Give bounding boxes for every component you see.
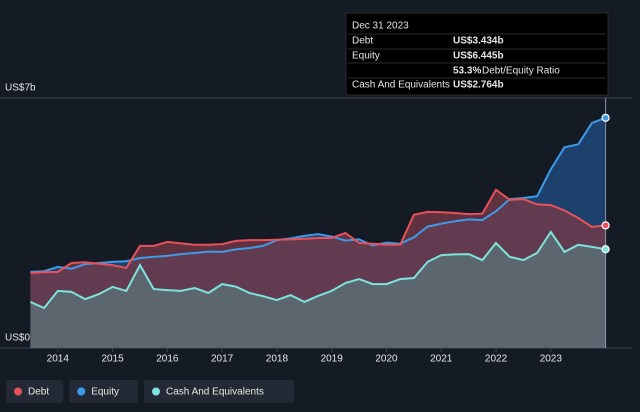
- tooltip-value: US$6.445b: [453, 51, 504, 62]
- line: [29, 230, 606, 310]
- tooltip-label: Cash And Equivalents: [352, 80, 450, 91]
- x-tick-label: 2023: [540, 354, 563, 365]
- tooltip-label: Equity: [352, 51, 380, 62]
- tooltip: Dec 31 2023 Debt US$3.434b Equity US$6.445b 5…: [345, 12, 609, 96]
- legend-swatch: [152, 387, 160, 396]
- x-tick-label: 2017: [211, 354, 234, 365]
- x-tick-label: 2022: [485, 354, 508, 365]
- y-tick-label: US$0: [5, 333, 30, 344]
- tooltip-title: Dec 31 2023: [352, 21, 409, 32]
- tooltip-label: Debt: [352, 36, 373, 47]
- tooltip-ratio: 53.3%: [453, 66, 481, 77]
- end-dot: [601, 245, 610, 254]
- y-tick-label: US$7b: [5, 83, 36, 94]
- legend-item[interactable]: Debt: [6, 380, 64, 403]
- area: [30, 231, 606, 348]
- legend-label: Equity: [91, 387, 119, 398]
- x-tick-label: 2020: [375, 354, 398, 365]
- x-tick-label: 2014: [47, 354, 70, 365]
- tooltip-ratio-label: Debt/Equity Ratio: [482, 66, 560, 77]
- legend-item[interactable]: Equity: [69, 380, 138, 403]
- legend-label: Debt: [28, 387, 49, 398]
- legend-label: Cash And Equivalents: [166, 387, 264, 398]
- line: [30, 188, 606, 274]
- x-tick-label: 2019: [321, 354, 344, 365]
- tooltip-value: US$3.434b: [453, 36, 504, 47]
- legend-button[interactable]: [69, 380, 138, 403]
- x-tick-label: 2015: [101, 354, 124, 365]
- legend-button[interactable]: [144, 380, 294, 403]
- x-tick-label: 2016: [156, 354, 179, 365]
- legend-swatch: [77, 387, 86, 396]
- end-dot: [601, 113, 610, 122]
- legend-item[interactable]: Cash And Equivalents: [144, 380, 294, 403]
- legend-button[interactable]: [6, 380, 64, 403]
- tooltip-value: US$2.764b: [453, 80, 504, 91]
- x-tick-label: 2018: [266, 354, 289, 365]
- x-tick-label: 2021: [430, 354, 453, 365]
- legend-swatch: [14, 387, 22, 396]
- tooltip-box: [345, 12, 609, 96]
- end-dot: [601, 221, 610, 230]
